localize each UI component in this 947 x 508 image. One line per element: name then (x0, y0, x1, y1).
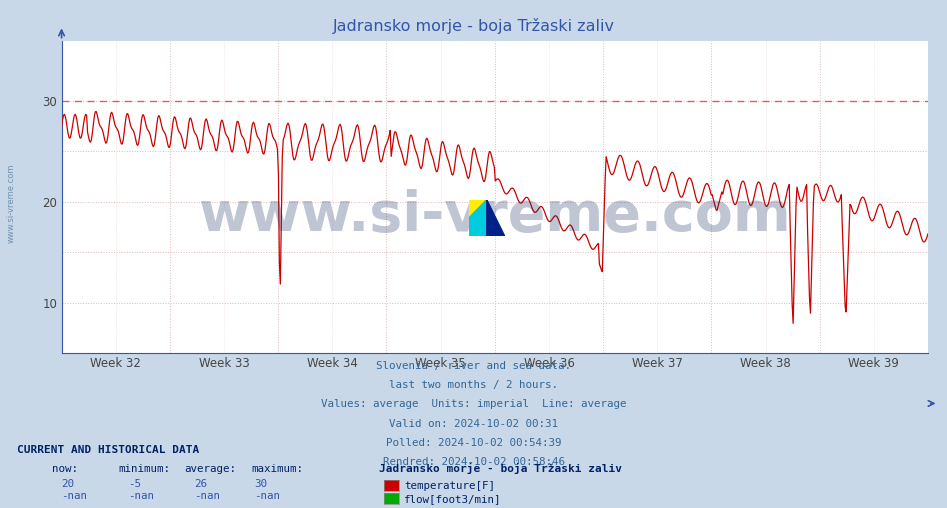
Text: Values: average  Units: imperial  Line: average: Values: average Units: imperial Line: av… (321, 399, 626, 409)
Text: www.si-vreme.com: www.si-vreme.com (199, 188, 791, 243)
Text: -nan: -nan (194, 491, 220, 501)
Text: -nan: -nan (254, 491, 279, 501)
Text: 30: 30 (254, 479, 267, 489)
Text: minimum:: minimum: (118, 464, 170, 474)
Text: Slovenia / river and sea data.: Slovenia / river and sea data. (376, 361, 571, 371)
Text: now:: now: (52, 464, 78, 474)
Polygon shape (469, 200, 487, 236)
Text: 26: 26 (194, 479, 207, 489)
Text: -5: -5 (128, 479, 141, 489)
Text: temperature[F]: temperature[F] (404, 481, 495, 491)
Text: Valid on: 2024-10-02 00:31: Valid on: 2024-10-02 00:31 (389, 419, 558, 429)
Text: Polled: 2024-10-02 00:54:39: Polled: 2024-10-02 00:54:39 (385, 438, 562, 448)
Text: -nan: -nan (128, 491, 153, 501)
Text: last two months / 2 hours.: last two months / 2 hours. (389, 380, 558, 390)
Text: Jadransko morje - boja Tržaski zaliv: Jadransko morje - boja Tržaski zaliv (379, 463, 622, 474)
Polygon shape (469, 200, 487, 218)
Text: 20: 20 (62, 479, 75, 489)
Text: maximum:: maximum: (251, 464, 303, 474)
Text: -nan: -nan (62, 491, 87, 501)
Text: CURRENT AND HISTORICAL DATA: CURRENT AND HISTORICAL DATA (17, 444, 199, 455)
Text: flow[foot3/min]: flow[foot3/min] (404, 494, 502, 504)
Text: Jadransko morje - boja Tržaski zaliv: Jadransko morje - boja Tržaski zaliv (332, 18, 615, 35)
Text: www.si-vreme.com: www.si-vreme.com (7, 164, 16, 243)
Text: Rendred: 2024-10-02 00:58:46: Rendred: 2024-10-02 00:58:46 (383, 457, 564, 467)
Text: average:: average: (185, 464, 237, 474)
Polygon shape (487, 200, 505, 236)
